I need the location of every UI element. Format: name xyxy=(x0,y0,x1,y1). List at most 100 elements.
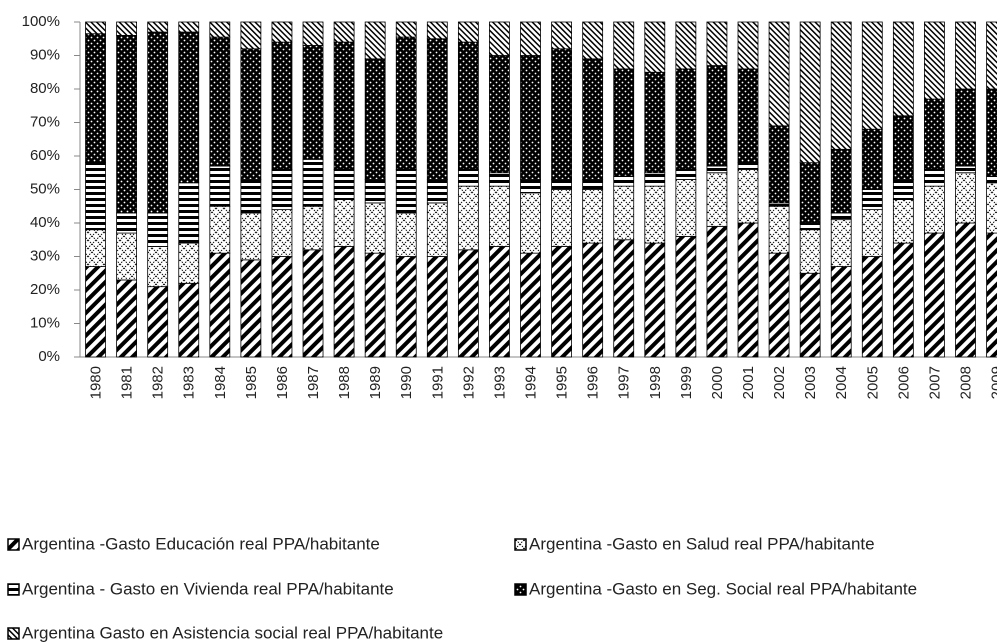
x-tick-label: 2001 xyxy=(740,366,757,399)
bar-segment xyxy=(706,165,728,174)
bar-segment xyxy=(706,225,728,358)
bar-segment xyxy=(147,21,169,33)
x-tick-label: 2003 xyxy=(802,366,819,399)
bar-segment xyxy=(240,48,262,180)
bar-segment xyxy=(861,21,883,130)
bar-segment xyxy=(178,182,200,244)
bar-segment xyxy=(85,229,106,267)
bar-segment xyxy=(520,192,541,254)
bar-segment xyxy=(489,55,510,174)
bar-segment xyxy=(457,21,479,43)
legend-label: Argentina -Gasto en Seg. Social real PPA… xyxy=(529,579,917,598)
legend-swatch xyxy=(514,538,527,551)
bar-segment xyxy=(924,232,945,358)
x-tick-label: 1992 xyxy=(460,366,477,399)
bar-segment xyxy=(302,205,324,251)
bar-segment xyxy=(924,185,945,234)
bar-segment xyxy=(302,158,324,207)
bar-segment xyxy=(768,252,790,358)
bar-segment xyxy=(955,165,976,174)
bar-segment xyxy=(644,185,666,244)
x-tick-label: 2006 xyxy=(895,366,912,399)
bar-segment xyxy=(520,179,541,194)
x-tick-label: 1989 xyxy=(367,366,384,399)
bar-segment xyxy=(364,179,386,204)
bar-segment xyxy=(240,21,262,50)
bar-segment xyxy=(85,33,106,164)
bar-segment xyxy=(364,58,386,180)
bar-segment xyxy=(799,162,821,224)
bar-segment xyxy=(892,21,914,117)
bar-segment xyxy=(830,212,852,221)
bar-segment xyxy=(147,31,169,214)
bar-segment xyxy=(333,168,355,200)
bar-segment xyxy=(768,205,790,254)
x-tick-label: 1994 xyxy=(522,366,539,399)
bar-segment xyxy=(489,21,510,56)
bar-segment xyxy=(551,21,572,50)
bar-segment xyxy=(799,222,821,231)
bar-segment xyxy=(395,168,417,214)
y-tick-label: 50% xyxy=(30,180,60,197)
y-tick-label: 0% xyxy=(38,348,60,365)
bar-segment xyxy=(613,68,635,177)
bar-segment xyxy=(178,21,200,33)
bar-segment xyxy=(271,209,293,257)
bar-segment xyxy=(209,21,231,38)
bar-segment xyxy=(85,266,106,358)
bar-segment xyxy=(986,232,997,358)
bar-segment xyxy=(551,189,572,247)
bar-segment xyxy=(924,98,945,170)
x-tick-label: 1982 xyxy=(150,366,167,399)
bar-segment xyxy=(582,21,604,60)
bar-segment xyxy=(116,21,138,36)
bar-segment xyxy=(644,172,666,187)
bar-segment xyxy=(271,41,293,170)
x-tick-label: 1988 xyxy=(336,366,353,399)
bar-segment xyxy=(613,21,635,70)
bar-segment xyxy=(644,71,666,174)
bar-segment xyxy=(892,199,914,244)
legend-label: Argentina - Gasto en Vivienda real PPA/h… xyxy=(22,579,394,598)
bar-segment xyxy=(457,168,479,187)
x-tick-label: 2007 xyxy=(926,366,943,399)
bar-segment xyxy=(240,259,262,358)
bar-segment xyxy=(333,246,355,358)
bar-segment xyxy=(955,88,976,167)
bar-segment xyxy=(644,21,666,73)
x-tick-label: 1986 xyxy=(274,366,291,399)
bar-segment xyxy=(582,179,604,190)
bar-segment xyxy=(986,175,997,184)
bar-segment xyxy=(737,162,759,170)
bar-segment xyxy=(675,235,697,358)
bar-segment xyxy=(551,179,572,190)
bar-segment xyxy=(395,21,417,38)
bar-segment xyxy=(955,21,976,90)
bar-segment xyxy=(830,219,852,267)
bar-segment xyxy=(520,21,541,56)
y-tick-label: 80% xyxy=(30,80,60,97)
bar-segment xyxy=(861,189,883,211)
bar-segment xyxy=(116,232,138,281)
bar-segment xyxy=(240,212,262,261)
x-tick-label: 1998 xyxy=(647,366,664,399)
bar-segment xyxy=(426,21,448,40)
bar-segment xyxy=(520,55,541,180)
x-tick-label: 2008 xyxy=(957,366,974,399)
bar-segment xyxy=(799,272,821,358)
bar-segment xyxy=(302,249,324,358)
x-tick-label: 1990 xyxy=(398,366,415,399)
bar-segment xyxy=(955,172,976,224)
y-tick-label: 60% xyxy=(30,147,60,164)
bar-segment xyxy=(675,179,697,237)
bar-segment xyxy=(830,148,852,214)
bar-segment xyxy=(395,36,417,170)
bar-segment xyxy=(333,21,355,43)
legend-swatch xyxy=(514,583,527,596)
bar-segment xyxy=(147,286,169,358)
x-tick-label: 2009 xyxy=(989,366,997,399)
bar-segment xyxy=(582,189,604,244)
x-tick-label: 1983 xyxy=(181,366,198,399)
bar-segment xyxy=(209,36,231,167)
